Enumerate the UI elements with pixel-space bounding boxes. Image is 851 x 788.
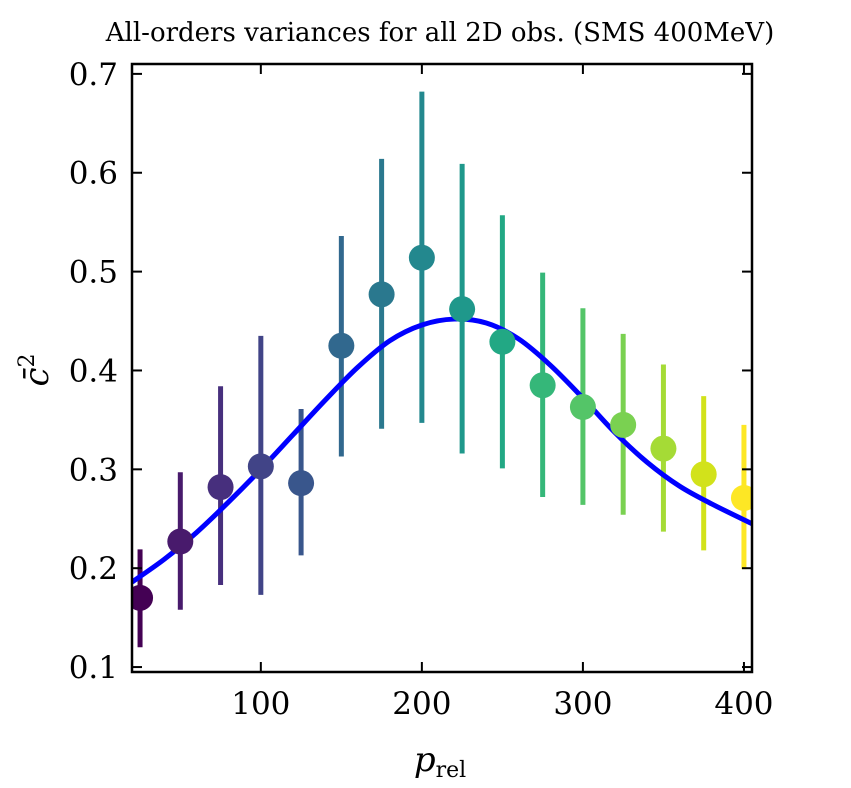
data-point-100 [247,453,274,480]
data-point-400 [730,485,752,511]
axis-ticks: 100 200 300 400 0.1 0.2 0.3 0.4 0.5 0.6 0.7 [69,57,774,722]
y-tick-label: 0.6 [69,156,118,192]
y-axis-label-sup: 2 [15,353,40,367]
y-tick-label: 0.2 [69,551,118,587]
data-point-150 [328,332,355,359]
plot-frame [130,62,754,674]
data-point-75 [207,474,234,501]
data-point-125 [288,470,315,497]
x-axis-label-sub: rel [436,758,467,783]
x-tick-label: 200 [392,686,451,722]
data-point-50 [167,528,194,555]
x-axis-label-main: p [414,740,436,780]
data-point-25 [132,584,154,611]
data-point-300 [569,394,596,421]
data-point-275 [529,372,556,399]
data-point-375 [690,461,717,488]
data-point-325 [610,411,637,438]
data-point-225 [449,296,476,323]
chart-title: All-orders variances for all 2D obs. (SM… [105,18,774,48]
y-tick-label: 0.5 [69,255,118,291]
y-tick-label: 0.7 [69,57,118,93]
fit-curve-group [132,316,752,585]
y-axis-label-main: c̄ [17,367,57,386]
y-axis-label: c̄2 [15,353,57,386]
y-tick-label: 0.4 [69,353,118,389]
data-point-350 [650,435,677,462]
fit-curve [132,316,752,585]
x-axis-label: prel [414,740,466,783]
y-tick-label: 0.1 [69,650,118,686]
x-tick-label: 300 [553,686,612,722]
data-points [132,244,752,611]
x-tick-label: 100 [231,686,290,722]
y-tick-label: 0.3 [69,452,118,488]
data-point-200 [408,244,435,271]
error-bars [137,91,747,648]
x-tick-label: 400 [714,686,773,722]
data-point-250 [489,328,516,355]
plot-marks [132,91,752,648]
data-point-175 [368,281,395,308]
